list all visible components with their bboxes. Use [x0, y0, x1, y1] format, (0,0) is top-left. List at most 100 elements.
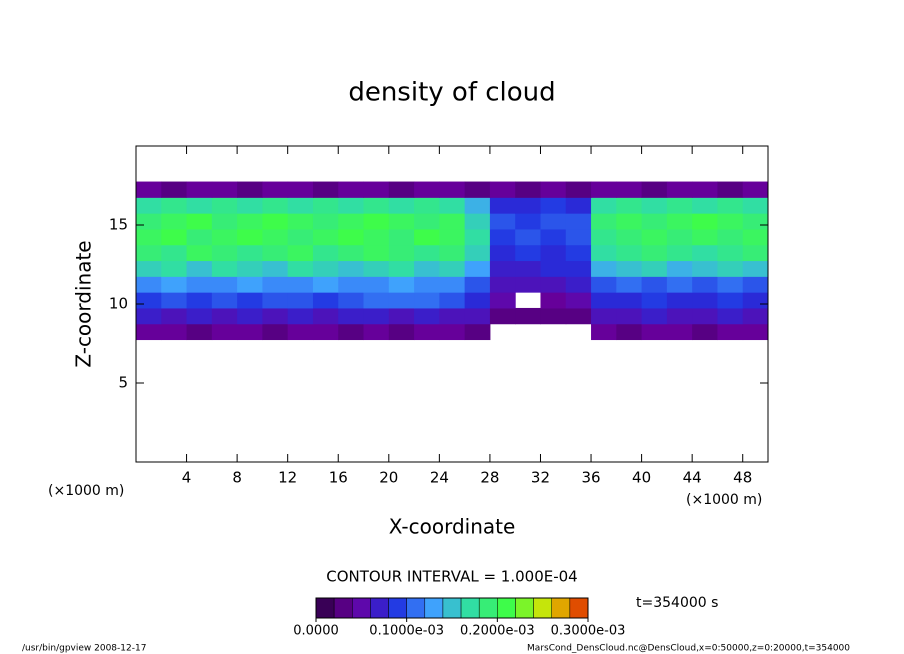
heat-cell — [515, 260, 541, 277]
heat-cell — [464, 307, 491, 325]
heat-cell — [489, 228, 516, 246]
heat-cell — [211, 197, 238, 214]
heat-cell — [742, 228, 769, 246]
heat-cell — [312, 197, 339, 214]
heat-cell — [136, 276, 162, 293]
heat-cell — [666, 276, 693, 293]
heat-cell — [717, 197, 744, 214]
heat-cell — [616, 276, 643, 293]
heat-cell — [641, 197, 668, 214]
heat-cell — [262, 197, 289, 214]
heat-cell — [565, 228, 592, 246]
heat-cell — [692, 323, 718, 341]
colorbar-frame — [315, 597, 589, 619]
heat-cell — [666, 181, 693, 198]
heat-cell — [666, 213, 693, 230]
heat-cell — [616, 228, 643, 246]
heat-cell — [161, 213, 188, 230]
colorbar-cell — [515, 597, 534, 619]
colorbar-cell — [497, 597, 516, 619]
heat-cell — [591, 213, 617, 230]
y-tick-label: 15 — [109, 216, 128, 234]
heat-cell — [338, 276, 365, 293]
heat-cell — [338, 197, 365, 214]
heat-cell — [363, 307, 390, 325]
colorbar-label: 0.3000e-03 — [551, 624, 626, 639]
heat-cell — [717, 260, 744, 277]
heat-cell — [439, 197, 466, 214]
y-tick-label: 10 — [109, 295, 128, 313]
heat-cell — [237, 292, 263, 309]
x-tick-label: 32 — [531, 469, 550, 487]
heat-cell — [136, 260, 162, 277]
heat-cell — [439, 323, 466, 341]
heat-cell — [262, 307, 289, 325]
heat-cell — [414, 276, 440, 293]
colorbar-cell — [533, 597, 552, 619]
heat-cell — [591, 181, 617, 198]
heat-cell — [717, 181, 744, 198]
heat-cell — [540, 213, 567, 230]
footer: MarsCond_DensCloud.nc@DensCloud,x=0:5000… — [527, 644, 850, 654]
heat-cell — [515, 244, 541, 262]
heat-cell — [414, 323, 440, 341]
heat-cell — [489, 197, 516, 214]
heat-cell — [489, 181, 516, 198]
heat-cell — [489, 307, 516, 325]
heat-cell — [136, 181, 162, 198]
heat-cell — [388, 228, 415, 246]
heat-cell — [312, 181, 339, 198]
heat-cell — [666, 307, 693, 325]
heat-cell — [641, 244, 668, 262]
heat-cell — [262, 276, 289, 293]
heat-cell — [287, 228, 314, 246]
heat-cell — [312, 323, 339, 341]
heat-cell — [136, 244, 162, 262]
heat-cell — [616, 260, 643, 277]
heat-cell — [540, 307, 567, 325]
heat-cell — [338, 323, 365, 341]
chart-title: density of cloud — [348, 78, 555, 108]
heat-cell — [692, 213, 718, 230]
heat-cell — [565, 181, 592, 198]
heat-cell — [616, 323, 643, 341]
heat-cell — [742, 276, 769, 293]
heat-cell — [591, 307, 617, 325]
heat-cell — [565, 244, 592, 262]
heat-cell — [186, 276, 213, 293]
heat-cell — [439, 228, 466, 246]
heat-cell — [237, 181, 263, 198]
heat-cell — [388, 323, 415, 341]
heat-cell — [312, 307, 339, 325]
colorbar-cell — [406, 597, 426, 619]
heat-cell — [312, 276, 339, 293]
heat-cell — [363, 213, 390, 230]
heat-cell — [363, 197, 390, 214]
heat-cell — [540, 244, 567, 262]
heat-cell — [616, 244, 643, 262]
heat-cell — [515, 197, 541, 214]
heat-cell — [666, 244, 693, 262]
heat-cell — [692, 292, 718, 309]
heat-cell — [312, 244, 339, 262]
colorbar-cell — [460, 597, 480, 619]
heat-cell — [237, 260, 263, 277]
x-tick-label: 4 — [182, 469, 192, 487]
heat-cell — [641, 228, 668, 246]
heat-cell — [742, 260, 769, 277]
colorbar-cell — [424, 597, 444, 619]
heat-cell — [186, 244, 213, 262]
heat-cell — [363, 323, 390, 341]
heat-cell — [666, 292, 693, 309]
heat-cell — [186, 323, 213, 341]
heat-cell — [414, 292, 440, 309]
heat-cell — [363, 181, 390, 198]
colorbar-label: 0.2000e-03 — [460, 624, 535, 639]
heat-cell — [136, 213, 162, 230]
heat-cell — [237, 228, 263, 246]
heat-cell — [211, 292, 238, 309]
heat-cell — [363, 292, 390, 309]
heat-cell — [666, 323, 693, 341]
heat-cell — [742, 197, 769, 214]
heat-cell — [186, 181, 213, 198]
